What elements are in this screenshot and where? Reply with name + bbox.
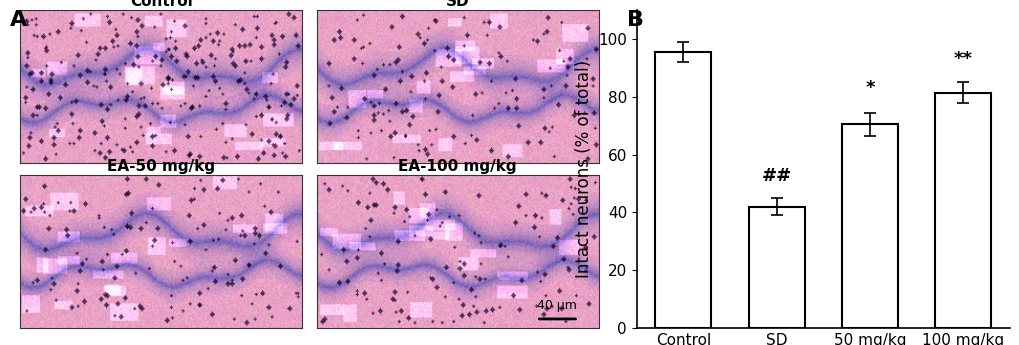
Text: 40 μm: 40 μm — [537, 299, 577, 312]
Text: B: B — [627, 10, 644, 30]
Bar — [748, 207, 804, 328]
Title: Control: Control — [130, 0, 193, 9]
Text: A: A — [10, 10, 28, 30]
Title: EA-100 mg/kg: EA-100 mg/kg — [398, 159, 517, 174]
Text: ##: ## — [761, 167, 791, 185]
Text: *: * — [864, 79, 873, 97]
Bar — [934, 92, 990, 328]
Y-axis label: Intact neurons (% of total): Intact neurons (% of total) — [574, 60, 592, 278]
Title: EA-50 mg/kg: EA-50 mg/kg — [107, 159, 215, 174]
Bar — [841, 124, 897, 328]
Text: **: ** — [953, 50, 972, 68]
Title: SD: SD — [445, 0, 469, 9]
Bar — [655, 52, 710, 328]
